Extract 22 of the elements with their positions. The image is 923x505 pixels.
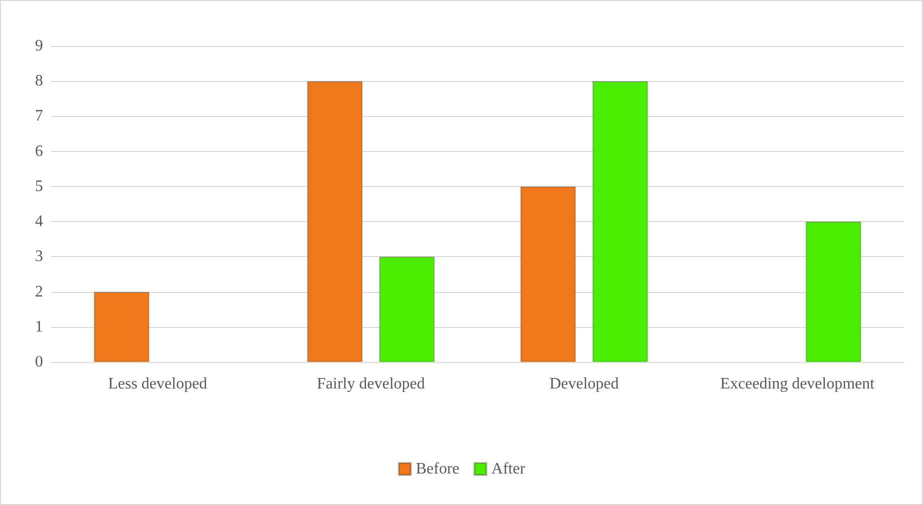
y-tick-label: 1 xyxy=(35,318,43,336)
y-tick-label: 0 xyxy=(35,354,43,370)
bar xyxy=(592,81,648,362)
x-tick-label: Exceeding development xyxy=(720,376,876,392)
x-tick-label: Less developed xyxy=(108,376,208,392)
bar xyxy=(94,292,150,362)
bar xyxy=(379,256,435,362)
legend-label: After xyxy=(491,460,526,478)
legend-label: Before xyxy=(416,460,460,478)
y-tick-label: 7 xyxy=(35,108,43,125)
y-tick-label: 9 xyxy=(35,38,43,54)
y-tick-label: 3 xyxy=(35,248,43,266)
y-tick-label: 2 xyxy=(35,283,43,300)
bar xyxy=(307,81,363,362)
y-tick-label: 6 xyxy=(35,142,43,160)
x-tick-label: Developed xyxy=(549,376,619,392)
y-tick-label: 4 xyxy=(35,213,43,230)
bar xyxy=(806,222,862,362)
y-tick-label: 8 xyxy=(35,72,43,90)
x-tick-label: Fairly developed xyxy=(316,376,425,392)
bar xyxy=(520,186,576,362)
y-tick-label: 5 xyxy=(35,178,43,195)
